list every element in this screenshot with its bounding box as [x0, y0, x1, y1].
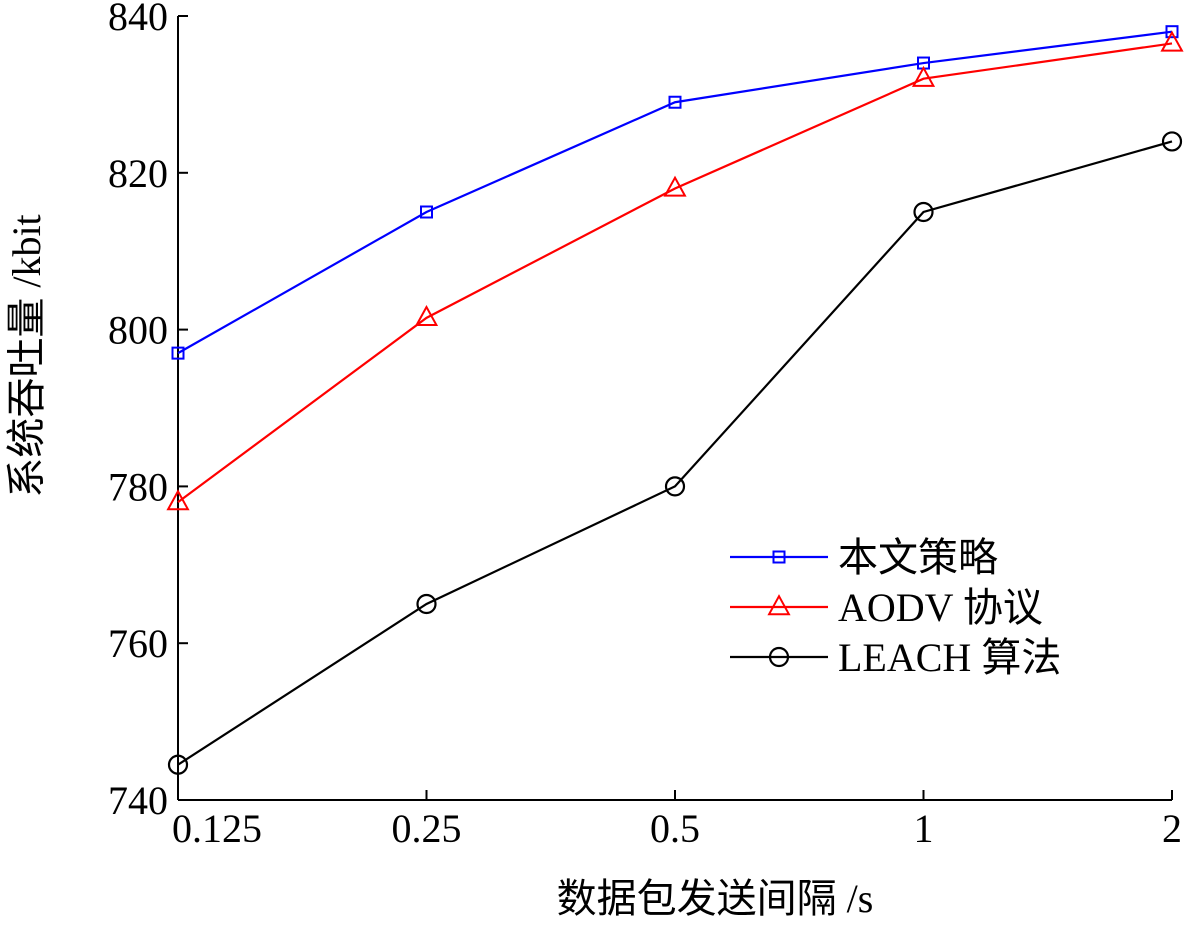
axes	[177, 15, 1173, 801]
point-marker-triangle	[767, 594, 791, 616]
series-line	[177, 42, 1173, 503]
series-1	[171, 25, 1179, 360]
legend-item-2: AODV 协议	[730, 585, 1043, 630]
x-tick-label: 0.125	[172, 806, 262, 851]
y-tick-label: 760	[108, 621, 168, 666]
series-line	[177, 30, 1173, 355]
point-marker-square	[1165, 25, 1179, 39]
y-tick-label: 820	[108, 151, 168, 196]
point-marker-circle	[768, 646, 790, 668]
series-layer	[166, 25, 1184, 775]
series-line	[177, 140, 1173, 766]
legend-label: 本文策略	[838, 535, 998, 580]
point-marker-circle	[167, 754, 189, 775]
point-marker-triangle	[414, 304, 439, 327]
legend-label: LEACH 算法	[838, 635, 1061, 680]
legend-label: AODV 协议	[838, 585, 1043, 630]
y-tick-label: 740	[108, 778, 168, 823]
x-tick-label: 1	[914, 806, 934, 851]
point-marker-circle	[416, 593, 437, 615]
legend-item-3: LEACH 算法	[730, 635, 1061, 680]
y-tick-label: 780	[108, 464, 168, 509]
x-tick-label: 2	[1162, 806, 1182, 851]
point-marker-square	[668, 95, 682, 109]
y-axis-label: 系统吞吐量 /kbit	[4, 214, 49, 497]
tick-labels: 740 760 780 800 820 840 0.125 0.25 0.5 1 2	[108, 0, 1182, 851]
point-marker-circle	[1161, 131, 1183, 152]
point-marker-square	[420, 205, 433, 219]
point-marker-triangle	[166, 489, 190, 511]
point-marker-triangle	[663, 175, 687, 197]
legend: 本文策略 AODV 协议 LEACH 算法	[730, 535, 1061, 680]
point-marker-triangle	[911, 65, 936, 87]
legend-item-1: 本文策略	[730, 535, 998, 580]
point-marker-triangle	[1160, 30, 1184, 52]
series-2	[166, 30, 1184, 511]
point-marker-circle	[664, 476, 686, 497]
x-tick-label: 0.5	[650, 806, 700, 851]
point-marker-square	[171, 346, 185, 360]
y-tick-label: 840	[108, 0, 168, 39]
y-tick-label: 800	[108, 308, 168, 353]
series-3	[167, 131, 1183, 775]
x-tick-label: 0.25	[392, 806, 462, 851]
x-axis-label: 数据包发送间隔 /s	[557, 876, 874, 921]
point-marker-circle	[913, 201, 934, 223]
point-marker-square	[772, 550, 786, 564]
